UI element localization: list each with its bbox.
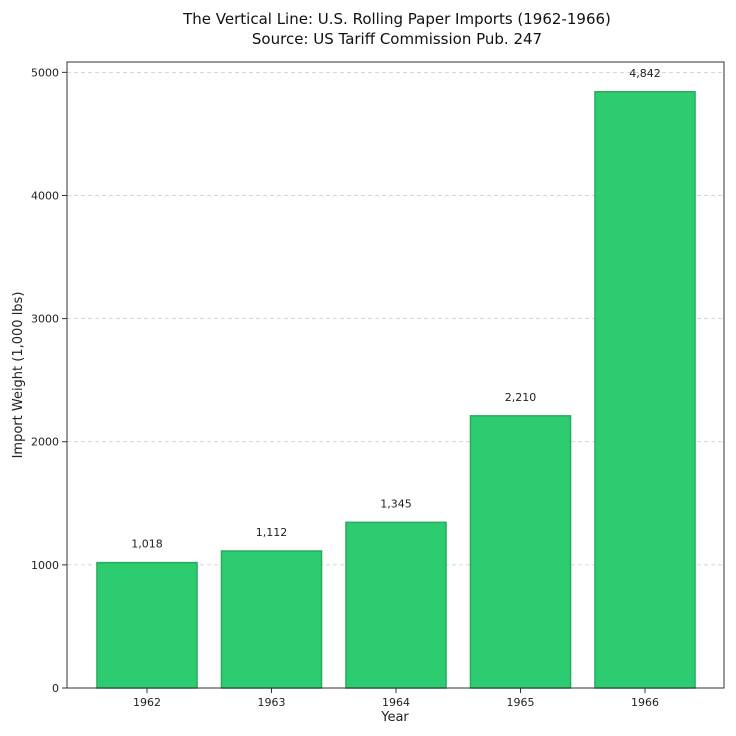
- plot-frame: [66, 61, 725, 689]
- data-label: 2,210: [505, 391, 537, 404]
- bar-1962: [96, 561, 198, 689]
- y-tick-label: 2000: [31, 436, 59, 449]
- bar-1966: [594, 90, 696, 689]
- x-axis-ticks: 1962 1963 1964 1965 1966: [133, 688, 659, 709]
- y-axis-ticks: 0 1000 2000 3000 4000 5000: [31, 66, 67, 695]
- y-tick-label: 0: [52, 682, 59, 695]
- bar-1965: [469, 415, 572, 689]
- data-labels: 1,018 1,112 1,345 2,210 4,842: [131, 67, 661, 551]
- y-axis-label: Import Weight (1,000 lbs): [11, 292, 26, 459]
- y-tick-label: 5000: [31, 66, 59, 79]
- bar-1964: [345, 521, 447, 689]
- y-tick-label: 1000: [31, 559, 59, 572]
- x-axis-label: Year: [380, 710, 409, 725]
- chart-subtitle: Source: US Tariff Commission Pub. 247: [252, 30, 542, 48]
- bar-1963: [220, 550, 323, 689]
- x-tick-label: 1964: [382, 696, 410, 709]
- chart-title: The Vertical Line: U.S. Rolling Paper Im…: [182, 10, 611, 28]
- y-tick-label: 4000: [31, 189, 59, 202]
- y-tick-label: 3000: [31, 313, 59, 326]
- bars: [96, 90, 696, 689]
- data-label: 4,842: [629, 67, 661, 80]
- x-tick-label: 1962: [133, 696, 161, 709]
- data-label: 1,112: [256, 526, 288, 539]
- data-label: 1,018: [131, 538, 163, 551]
- x-tick-label: 1966: [631, 696, 659, 709]
- x-tick-label: 1965: [507, 696, 535, 709]
- data-label: 1,345: [380, 497, 412, 510]
- x-tick-label: 1963: [258, 696, 286, 709]
